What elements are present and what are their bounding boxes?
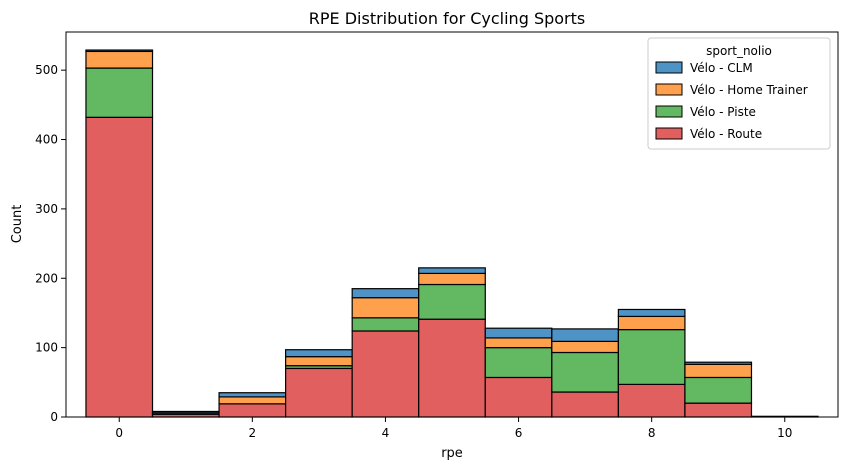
x-tick-label: 10 [777,426,792,440]
x-axis-label: rpe [441,446,463,461]
x-tick-label: 0 [115,426,123,440]
bars-group [85,49,819,418]
bar-segment [351,330,420,418]
bar-segment [551,328,619,342]
bar-segment [551,340,619,354]
bar-segment [218,403,287,418]
legend-label: Vélo - Piste [690,105,756,119]
bar-segment [351,317,420,332]
bar-segment [551,391,619,418]
legend-label: Vélo - CLM [690,61,753,75]
x-tick-label: 6 [515,426,523,440]
bar-segment [85,49,154,53]
bar-segment [484,376,553,418]
bar-segment [617,308,686,318]
bar-segment [285,367,353,418]
bar-segment [684,363,753,379]
y-tick-label: 100 [35,341,58,355]
bar-segment [418,272,486,286]
bar-segment [418,267,486,275]
legend-swatch [655,105,683,118]
legend-swatch [655,61,683,74]
bar-segment [151,410,220,414]
bar-segment [617,383,686,418]
legend-swatch [655,83,683,96]
legend: sport_nolio Vélo - CLM Vélo - Home Trainer… [647,37,831,150]
legend-title: sport_nolio [706,44,772,58]
bar-segment [418,318,486,418]
y-tick-label: 500 [35,63,58,77]
bar-segment [484,327,553,339]
bar-segment [85,67,154,118]
bar-segment [684,361,753,365]
legend-box [647,37,831,150]
bar-segment [285,349,353,358]
bar-segment [551,351,619,393]
legend-swatch [655,127,683,140]
bar-segment [285,356,353,367]
x-tick-label: 4 [382,426,390,440]
x-tick-label: 8 [648,426,656,440]
x-tick-label: 2 [249,426,257,440]
bar-segment [418,283,486,320]
legend-label: Vélo - Route [690,127,762,141]
bar-segment [351,297,420,319]
bar-segment [684,376,753,404]
legend-label: Vélo - Home Trainer [690,83,808,97]
bar-segment [218,396,287,405]
chart-title: RPE Distribution for Cycling Sports [309,9,585,28]
bar-segment [484,337,553,349]
bar-segment [484,347,553,379]
y-tick-label: 400 [35,133,58,147]
bar-segment [351,288,420,299]
bar-segment [218,392,287,398]
bar-segment [617,315,686,331]
y-axis-label: Count [10,205,25,244]
y-tick-label: 200 [35,271,58,285]
plot-frame [65,31,839,418]
bar-segment [85,50,154,69]
y-tick-label: 300 [35,202,58,216]
bar-segment [85,116,154,418]
bar-segment [617,328,686,385]
x-axis: 0 2 4 6 8 10 [115,417,792,440]
y-axis: 0 100 200 300 400 500 [35,63,66,424]
y-tick-label: 0 [50,410,58,424]
bar-segment [684,402,753,418]
